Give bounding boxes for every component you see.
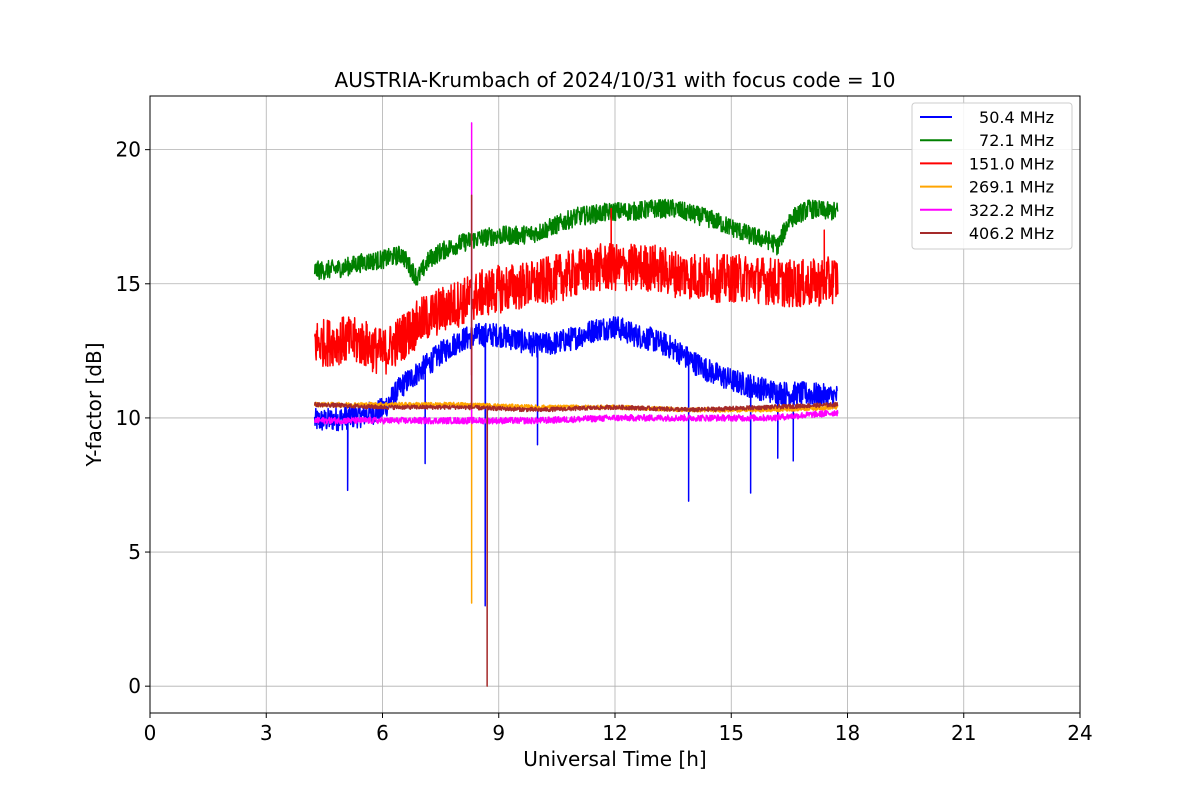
series-line (313, 198, 839, 286)
series-5 (313, 194, 839, 687)
x-tick-label: 9 (492, 721, 505, 745)
x-tick-label: 3 (260, 721, 273, 745)
series-line (313, 122, 839, 425)
x-tick-label: 18 (835, 721, 860, 745)
series-0 (313, 316, 839, 607)
x-tick-label: 12 (602, 721, 627, 745)
y-tick-label: 10 (116, 406, 141, 430)
x-axis: 0 3 6 9 12 15 18 21 24 (144, 713, 1093, 745)
series-2 (313, 207, 839, 376)
y-axis: 0 5 10 15 20 (116, 138, 150, 698)
series-1 (313, 198, 839, 286)
legend-label: 151.0 MHz (969, 154, 1054, 173)
x-tick-label: 0 (144, 721, 157, 745)
legend-label: 72.1 MHz (979, 131, 1054, 150)
legend-label: 50.4 MHz (979, 108, 1054, 127)
series-line (313, 194, 839, 687)
y-axis-label: Y-factor [dB] (82, 342, 106, 467)
legend-label: 322.2 MHz (969, 201, 1054, 220)
chart-title: AUSTRIA-Krumbach of 2024/10/31 with focu… (335, 68, 896, 92)
plot-area (313, 122, 839, 687)
y-tick-label: 0 (128, 674, 141, 698)
series-4 (313, 122, 839, 425)
legend: 50.4 MHz 72.1 MHz 151.0 MHz 269.1 MHz 322.2 … (911, 102, 1073, 250)
series-line (313, 316, 839, 607)
series-line (313, 207, 839, 376)
y-tick-label: 5 (128, 540, 141, 564)
legend-label: 406.2 MHz (969, 224, 1054, 243)
legend-label: 269.1 MHz (969, 178, 1054, 197)
y-tick-label: 20 (116, 138, 141, 162)
y-tick-label: 15 (116, 272, 141, 296)
x-axis-label: Universal Time [h] (523, 747, 706, 771)
x-tick-label: 6 (376, 721, 389, 745)
x-tick-label: 15 (719, 721, 744, 745)
x-tick-label: 21 (951, 721, 976, 745)
x-tick-label: 24 (1067, 721, 1092, 745)
